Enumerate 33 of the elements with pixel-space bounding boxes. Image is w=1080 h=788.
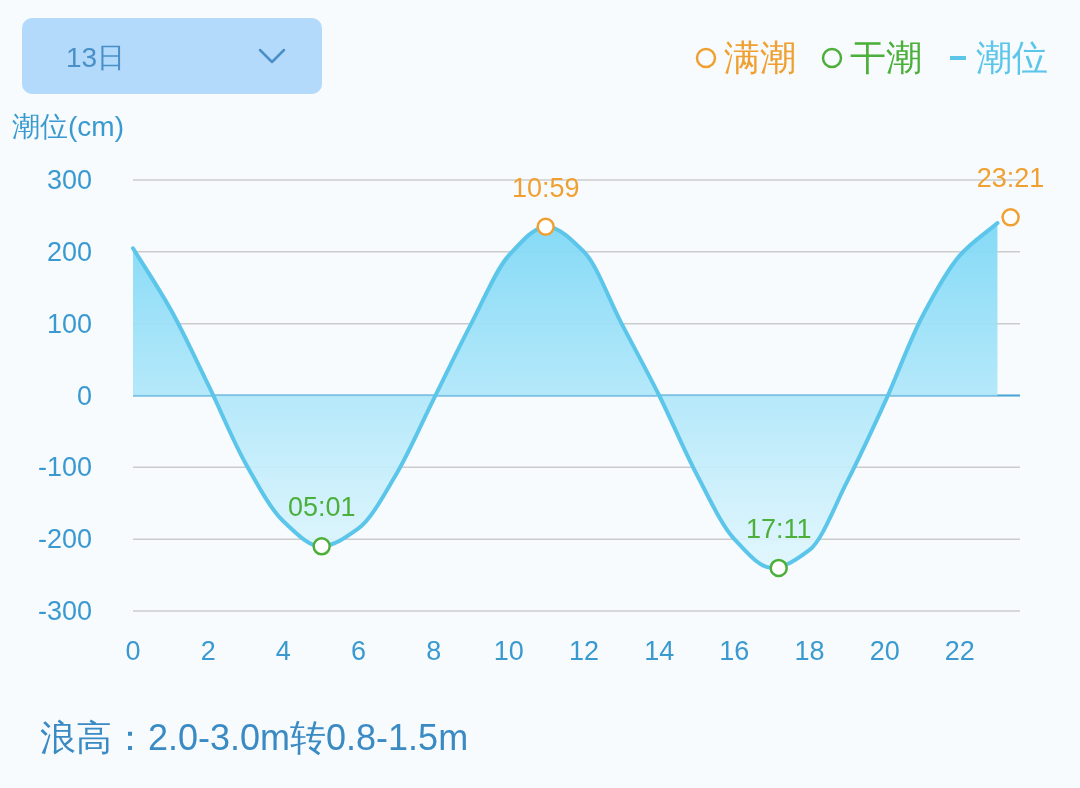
x-tick-label: 22	[944, 636, 975, 666]
y-tick-label: 300	[46, 165, 92, 195]
legend-label: 潮位	[976, 37, 1048, 78]
x-tick-label: 16	[719, 636, 750, 666]
x-tick-label: 14	[644, 636, 675, 666]
y-tick-label: 200	[46, 236, 92, 267]
point	[536, 217, 555, 236]
y-axis-title: 潮位(cm)	[12, 111, 124, 142]
x-tick-label: 18	[794, 636, 825, 666]
point	[769, 558, 788, 578]
annotation: 10:59	[511, 172, 580, 203]
x-tick-label: 0	[125, 636, 141, 666]
legend-label: 干潮	[850, 37, 922, 78]
y-tick-label: -100	[37, 452, 92, 483]
point	[1001, 208, 1020, 227]
y-tick-label: 0	[76, 380, 92, 411]
y-tick-label: 100	[46, 308, 92, 339]
x-tick-label: 8	[426, 636, 442, 666]
x-tick-label: 4	[275, 636, 291, 666]
x-tick-label: 2	[200, 636, 216, 666]
x-tick-label: 10	[493, 636, 524, 666]
x-tick-label: 20	[869, 636, 900, 666]
annotation: 05:01	[287, 492, 356, 523]
point	[312, 537, 331, 556]
annotation: 17:11	[745, 513, 812, 544]
text: 13日	[66, 42, 126, 73]
y-tick-label: -300	[37, 596, 92, 626]
x-tick-label: 6	[350, 636, 367, 666]
y-tick-label: -200	[37, 524, 92, 555]
x-tick-label: 12	[568, 636, 600, 666]
text: 浪高：2.0-3.0m转0.8-1.5m	[40, 717, 469, 758]
legend-label: 满潮	[724, 37, 796, 78]
annotation: 23:21	[976, 163, 1045, 194]
